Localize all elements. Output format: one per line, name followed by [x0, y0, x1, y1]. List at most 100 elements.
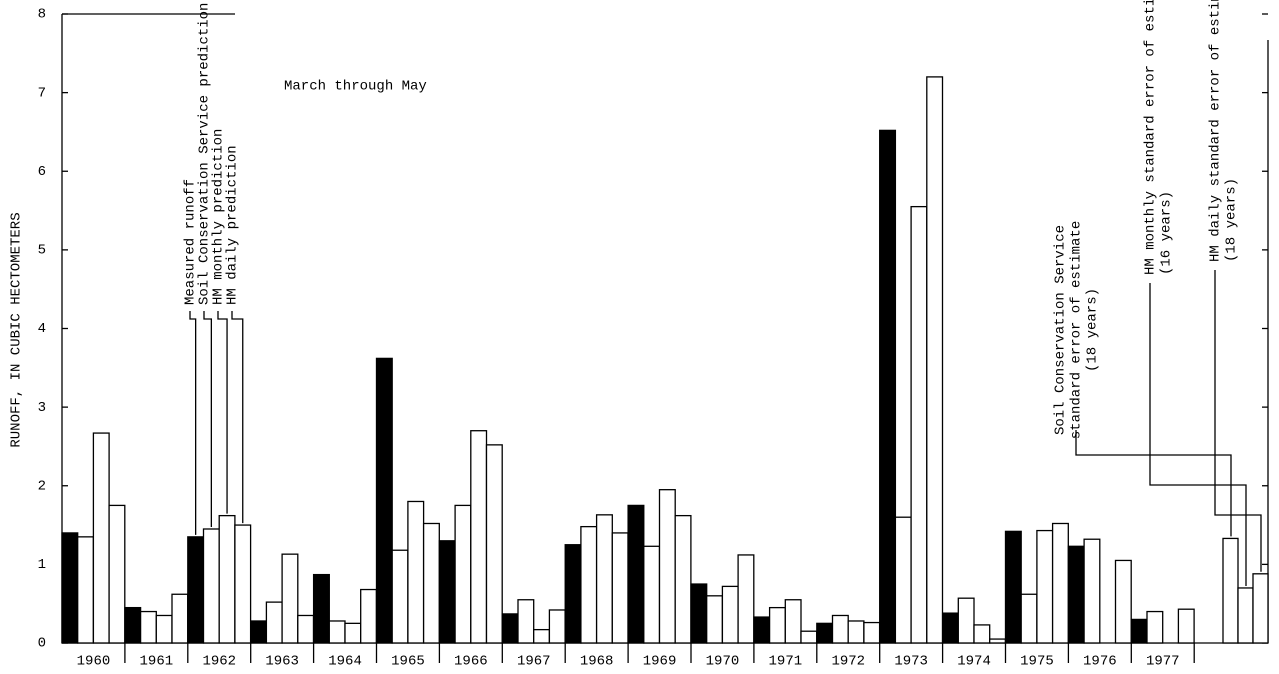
y-tick-label: 2 [38, 478, 46, 494]
bar [611, 532, 629, 644]
bar [627, 504, 645, 644]
bar [202, 528, 220, 644]
bar [1177, 608, 1195, 644]
leader-line [203, 311, 212, 527]
error-label: standard error of estimate [1069, 221, 1085, 439]
x-tick-label: 1971 [769, 654, 803, 670]
leader-line [1214, 270, 1262, 572]
series-label: HM daily prediction [225, 145, 241, 305]
leader-line [1149, 283, 1247, 586]
bar [250, 620, 268, 644]
bar [61, 532, 79, 644]
bar [1020, 593, 1038, 644]
bar [517, 599, 535, 644]
bar [643, 545, 661, 644]
bar [344, 622, 362, 644]
bar [863, 621, 881, 644]
bar [454, 504, 472, 644]
bar [1130, 618, 1148, 644]
bar [973, 624, 991, 644]
bar [360, 588, 378, 644]
bar [658, 489, 676, 644]
x-tick-label: 1972 [831, 654, 865, 670]
bar [155, 614, 173, 644]
x-tick-label: 1963 [265, 654, 299, 670]
bar [485, 444, 503, 644]
y-tick-label: 5 [38, 243, 46, 259]
leader-line [189, 311, 197, 535]
x-tick-label: 1977 [1146, 654, 1180, 670]
leader-line [1075, 430, 1232, 537]
bar [391, 549, 409, 644]
bar [1083, 538, 1101, 644]
bar [139, 610, 157, 644]
bar [721, 585, 739, 644]
bar [187, 536, 205, 644]
bar [108, 504, 126, 644]
y-tick-label: 3 [38, 400, 46, 416]
bar [407, 500, 425, 644]
bar [1146, 610, 1164, 644]
bar [312, 573, 330, 644]
bar [218, 514, 236, 644]
x-tick-label: 1975 [1020, 654, 1054, 670]
bar [941, 612, 959, 644]
bar [124, 606, 142, 644]
bar [470, 430, 488, 644]
error-label: HM monthly standard error of estimate [1143, 0, 1159, 275]
bar [595, 514, 613, 644]
x-tick-label: 1960 [77, 654, 111, 670]
bar [690, 583, 708, 644]
bar [989, 638, 1007, 644]
bar [816, 622, 834, 644]
bar [171, 593, 189, 644]
annotation: March through May [284, 79, 427, 95]
leader-line [231, 311, 244, 524]
y-tick-label: 7 [38, 85, 46, 101]
bar [1051, 522, 1069, 644]
bar [784, 599, 802, 644]
bar [1004, 530, 1022, 644]
x-tick-label: 1969 [643, 654, 677, 670]
bar [753, 616, 771, 644]
error-bar [1222, 537, 1239, 644]
error-label: (16 years) [1159, 191, 1175, 275]
bar [234, 524, 252, 644]
error-label: (18 years) [1085, 288, 1101, 372]
x-tick-label: 1970 [706, 654, 740, 670]
bar [328, 620, 346, 644]
bar [926, 76, 944, 644]
bar [548, 609, 566, 644]
bar [706, 595, 724, 644]
bar [297, 614, 315, 644]
bar [1067, 545, 1085, 644]
bar [533, 628, 551, 644]
error-label: (18 years) [1224, 178, 1240, 262]
y-tick-label: 4 [38, 321, 46, 337]
bar [847, 620, 865, 644]
x-tick-label: 1964 [328, 654, 362, 670]
series-label: Measured runoff [183, 179, 199, 305]
bar [1114, 559, 1132, 644]
x-tick-label: 1967 [517, 654, 551, 670]
bar [375, 357, 393, 644]
x-tick-label: 1968 [580, 654, 614, 670]
bar [957, 597, 975, 644]
y-tick-label: 1 [38, 557, 46, 573]
bar [768, 606, 786, 644]
bar [1036, 529, 1054, 644]
bar [92, 432, 110, 644]
bar [674, 514, 692, 644]
bar [564, 544, 582, 644]
bar [422, 522, 440, 644]
error-bar [1237, 587, 1254, 644]
series-label: HM monthly prediction [211, 129, 227, 305]
y-axis-title: RUNOFF, IN CUBIC HECTOMETERS [9, 212, 25, 447]
x-tick-label: 1961 [140, 654, 174, 670]
y-tick-label: 6 [38, 164, 46, 180]
error-label: HM daily standard error of estimate [1208, 0, 1224, 262]
x-tick-label: 1974 [957, 654, 991, 670]
bar [879, 129, 897, 644]
bar [265, 601, 283, 644]
